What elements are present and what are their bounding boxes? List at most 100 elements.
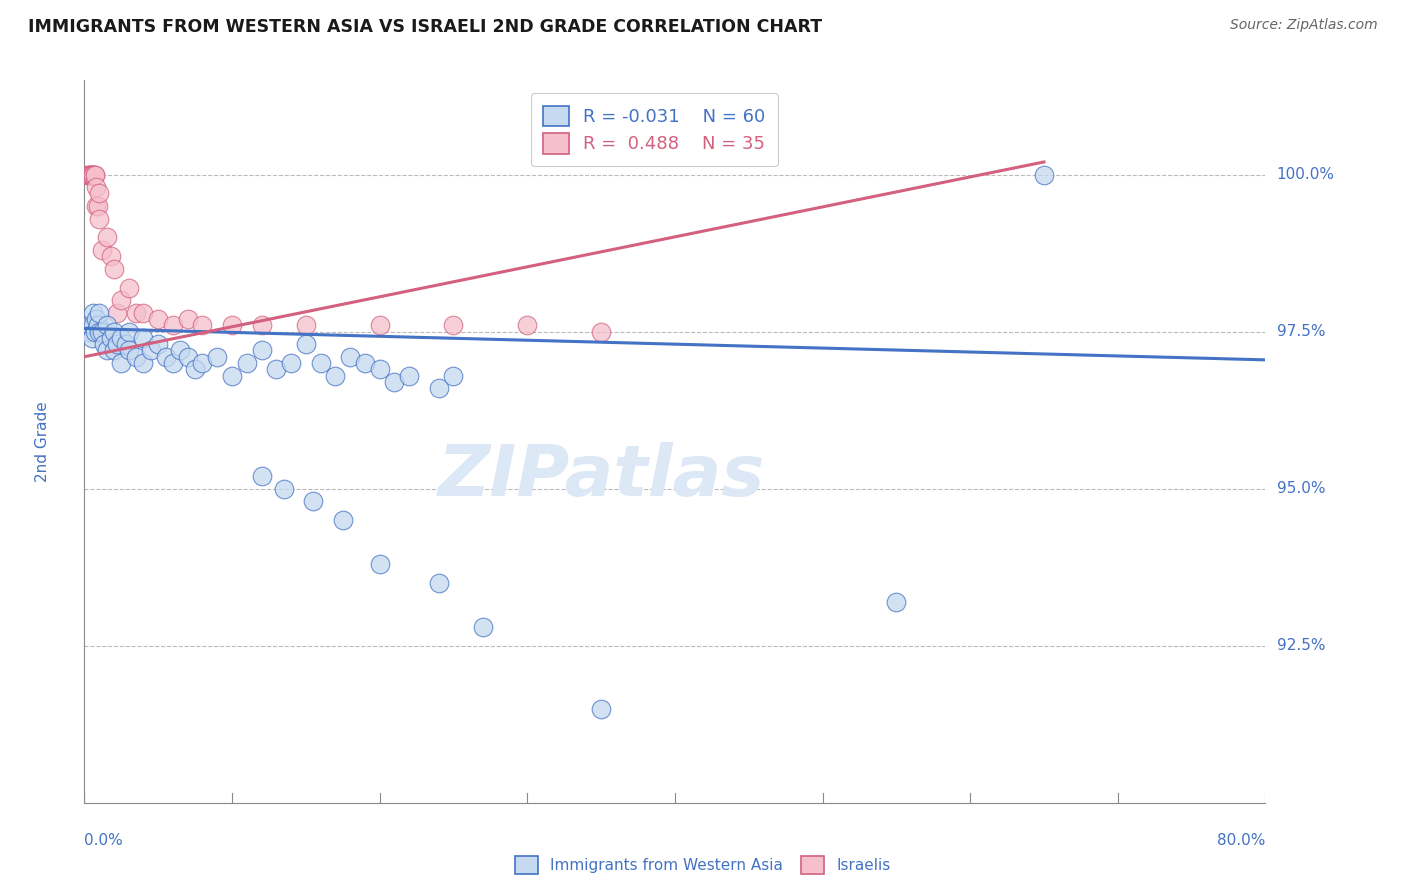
Point [1033,168,1056,182]
Text: 97.5%: 97.5% [1277,324,1324,339]
Point [87,186,111,201]
Point [184,362,207,376]
Point [472,620,495,634]
Point [250,318,273,333]
Point [103,325,125,339]
Point [80,168,103,182]
Point [162,318,184,333]
Point [91,243,114,257]
Point [368,362,391,376]
Point [84,180,107,194]
Text: 0.0%: 0.0% [84,833,124,848]
Point [148,312,170,326]
Point [91,325,114,339]
Point [280,356,302,370]
Point [96,318,118,333]
Point [105,306,128,320]
Point [103,261,125,276]
Point [443,318,465,333]
Point [118,280,141,294]
Point [427,381,450,395]
Point [236,356,259,370]
Point [76,168,98,182]
Point [100,331,122,345]
Point [368,557,391,571]
Point [118,343,141,358]
Legend: Immigrants from Western Asia, Israelis: Immigrants from Western Asia, Israelis [509,850,897,880]
Point [103,343,125,358]
Point [221,368,243,383]
Legend: R = -0.031    N = 60, R =  0.488    N = 35: R = -0.031 N = 60, R = 0.488 N = 35 [531,93,778,166]
Point [427,575,450,590]
Point [83,325,105,339]
Point [132,356,155,370]
Point [93,337,115,351]
Text: IMMIGRANTS FROM WESTERN ASIA VS ISRAELI 2ND GRADE CORRELATION CHART: IMMIGRANTS FROM WESTERN ASIA VS ISRAELI … [28,18,823,36]
Point [273,482,295,496]
Point [886,595,908,609]
Point [82,318,104,333]
Point [83,168,105,182]
Point [368,318,391,333]
Point [82,168,104,182]
Point [83,168,105,182]
Point [87,306,111,320]
Point [155,350,177,364]
Text: 80.0%: 80.0% [1218,833,1265,848]
Point [114,337,136,351]
Point [591,701,613,715]
Point [110,356,132,370]
Text: Source: ZipAtlas.com: Source: ZipAtlas.com [1230,18,1378,32]
Point [79,318,101,333]
Point [354,356,377,370]
Point [125,306,148,320]
Point [325,368,347,383]
Point [105,337,128,351]
Point [84,312,107,326]
Text: ZIPatlas: ZIPatlas [437,442,765,510]
Point [87,325,111,339]
Point [384,375,406,389]
Point [125,350,148,364]
Point [309,356,332,370]
Point [87,211,111,226]
Point [250,343,273,358]
Point [443,368,465,383]
Point [332,513,354,527]
Point [77,325,100,339]
Point [516,318,538,333]
Point [110,331,132,345]
Point [207,350,229,364]
Point [191,356,214,370]
Point [86,199,108,213]
Point [84,199,107,213]
Point [139,343,162,358]
Point [177,312,200,326]
Point [221,318,243,333]
Point [96,343,118,358]
Point [132,306,155,320]
Point [169,343,191,358]
Point [398,368,420,383]
Point [339,350,361,364]
Point [191,318,214,333]
Point [96,230,118,244]
Point [591,325,613,339]
Point [82,168,104,182]
Point [162,356,184,370]
Point [295,337,318,351]
Point [80,331,103,345]
Point [110,293,132,308]
Point [132,331,155,345]
Point [177,350,200,364]
Point [250,469,273,483]
Text: 2nd Grade: 2nd Grade [35,401,51,482]
Point [295,318,318,333]
Point [100,249,122,263]
Point [118,325,141,339]
Point [79,168,101,182]
Text: 95.0%: 95.0% [1277,481,1324,496]
Point [266,362,288,376]
Text: 100.0%: 100.0% [1277,167,1334,182]
Point [302,494,325,508]
